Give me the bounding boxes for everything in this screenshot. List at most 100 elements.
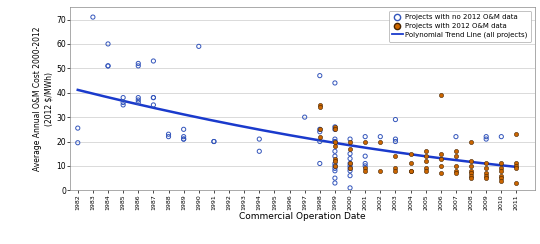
Point — [330, 176, 339, 180]
Point — [346, 137, 354, 141]
Point — [346, 166, 354, 170]
Point — [149, 59, 158, 63]
Point — [315, 127, 324, 131]
Point — [164, 135, 173, 139]
Point — [497, 174, 505, 178]
Point — [330, 157, 339, 161]
Point — [330, 166, 339, 170]
Point — [330, 144, 339, 148]
Point — [134, 96, 143, 100]
Point — [436, 164, 445, 168]
Point — [406, 169, 415, 173]
Point — [436, 152, 445, 156]
Point — [421, 154, 430, 158]
Point — [210, 140, 218, 143]
Point — [391, 140, 400, 143]
Point — [330, 149, 339, 153]
Point — [406, 162, 415, 165]
Point — [391, 169, 400, 173]
Point — [512, 164, 521, 168]
Point — [482, 176, 490, 180]
Point — [330, 81, 339, 85]
Point — [391, 137, 400, 141]
Point — [89, 15, 97, 19]
Point — [497, 162, 505, 165]
Point — [376, 140, 384, 143]
Point — [406, 152, 415, 156]
Point — [315, 162, 324, 165]
Point — [330, 127, 339, 131]
Point — [179, 137, 188, 141]
Point — [451, 135, 460, 139]
Point — [497, 179, 505, 183]
Point — [361, 154, 369, 158]
Point — [451, 154, 460, 158]
Point — [421, 166, 430, 170]
Point — [134, 61, 143, 65]
Point — [497, 176, 505, 180]
Point — [451, 164, 460, 168]
Point — [361, 140, 369, 143]
Point — [330, 159, 339, 163]
Point — [376, 135, 384, 139]
Point — [179, 135, 188, 139]
Point — [346, 166, 354, 170]
Point — [330, 154, 339, 158]
Point — [330, 140, 339, 143]
Point — [330, 164, 339, 168]
Point — [346, 174, 354, 178]
Point — [497, 166, 505, 170]
Point — [330, 125, 339, 129]
Point — [361, 162, 369, 165]
Point — [391, 166, 400, 170]
Point — [330, 181, 339, 185]
Point — [512, 166, 521, 170]
Point — [482, 166, 490, 170]
Y-axis label: Average Annual O&M Cost 2000-2012
(2012 $/MWh): Average Annual O&M Cost 2000-2012 (2012 … — [33, 27, 53, 171]
Point — [451, 169, 460, 173]
Legend: Projects with no 2012 O&M data, Projects with 2012 O&M data, Polynomial Trend Li: Projects with no 2012 O&M data, Projects… — [389, 11, 531, 42]
Point — [436, 171, 445, 175]
Point — [330, 140, 339, 143]
Point — [255, 149, 264, 153]
Point — [104, 64, 112, 68]
Point — [512, 162, 521, 165]
Point — [73, 126, 82, 130]
Point — [467, 176, 475, 180]
Point — [330, 162, 339, 165]
Point — [149, 96, 158, 100]
Point — [421, 159, 430, 163]
Point — [482, 137, 490, 141]
Point — [330, 169, 339, 173]
Point — [361, 169, 369, 173]
Point — [421, 169, 430, 173]
Point — [451, 171, 460, 175]
Point — [164, 132, 173, 136]
Point — [330, 125, 339, 129]
Point — [346, 152, 354, 156]
Point — [346, 157, 354, 161]
Point — [315, 103, 324, 107]
Point — [482, 162, 490, 165]
Point — [330, 140, 339, 143]
Point — [134, 101, 143, 104]
Point — [104, 64, 112, 68]
Point — [315, 130, 324, 134]
Point — [210, 140, 218, 143]
Point — [346, 162, 354, 165]
Point — [361, 164, 369, 168]
Point — [346, 147, 354, 151]
Point — [346, 164, 354, 168]
Point — [315, 140, 324, 143]
Point — [346, 186, 354, 190]
Point — [134, 64, 143, 68]
Point — [346, 162, 354, 165]
Point — [467, 171, 475, 175]
Point — [497, 169, 505, 173]
Point — [497, 135, 505, 139]
Point — [104, 42, 112, 46]
Point — [512, 132, 521, 136]
Point — [300, 115, 309, 119]
Point — [330, 127, 339, 131]
Point — [315, 135, 324, 139]
